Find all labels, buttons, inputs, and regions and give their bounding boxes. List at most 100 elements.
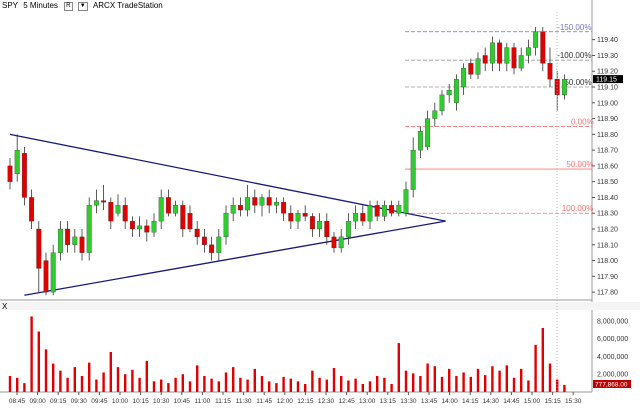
candle-up bbox=[561, 78, 567, 96]
time-tick-label: 11:45 bbox=[256, 398, 272, 405]
fib-level-label: -100.00% bbox=[557, 51, 591, 60]
r-badge[interactable]: R bbox=[64, 2, 73, 11]
candle-up bbox=[525, 47, 531, 56]
volume-bar bbox=[188, 381, 192, 392]
volume-bar bbox=[505, 365, 508, 392]
price-tick-label: 118.00 bbox=[597, 258, 618, 265]
candle-down bbox=[540, 31, 546, 64]
volume-bar bbox=[527, 380, 530, 392]
volume-bar bbox=[16, 377, 19, 392]
volume-bar bbox=[160, 379, 163, 392]
price-tick-label: 119.20 bbox=[597, 69, 618, 76]
volume-bar bbox=[368, 381, 372, 392]
candle-down bbox=[482, 55, 488, 64]
volume-bar bbox=[469, 376, 472, 392]
candle-up bbox=[518, 55, 524, 69]
volume-bar bbox=[174, 377, 177, 392]
price-tick-label: 119.00 bbox=[597, 100, 618, 107]
volume-bar bbox=[433, 366, 436, 392]
volume-bar bbox=[124, 374, 127, 392]
triangle-upper-line bbox=[9, 133, 446, 222]
volume-bar bbox=[340, 376, 343, 392]
volume-bar bbox=[23, 383, 26, 392]
volume-bar bbox=[224, 372, 228, 392]
candle-up bbox=[345, 220, 351, 238]
volume-bar bbox=[376, 376, 379, 392]
volume-bar bbox=[253, 368, 256, 392]
price-tick-label: 118.50 bbox=[597, 179, 618, 186]
volume-bar bbox=[37, 331, 40, 392]
candle-down bbox=[122, 205, 128, 222]
last-price-label: 119.15 bbox=[596, 77, 617, 84]
volume-bar bbox=[512, 377, 516, 392]
time-tick-label: 14:45 bbox=[503, 398, 520, 405]
volume-bar bbox=[217, 381, 220, 392]
candle-up bbox=[432, 110, 438, 119]
interval-label: 5 Minutes bbox=[23, 1, 58, 10]
volume-tick-label: 8,000,000 bbox=[597, 318, 628, 325]
volume-tick-label: 6,000,000 bbox=[597, 336, 628, 343]
candle-up bbox=[93, 200, 99, 206]
volume-bar bbox=[196, 365, 199, 392]
volume-bar bbox=[332, 368, 336, 392]
time-tick-label: 11:00 bbox=[195, 398, 211, 405]
time-tick-label: 12:15 bbox=[297, 398, 314, 405]
candle-down bbox=[201, 236, 207, 245]
candle-down bbox=[547, 63, 553, 80]
volume-bar bbox=[520, 368, 523, 392]
candle-down bbox=[360, 213, 366, 222]
volume-bar bbox=[412, 373, 415, 392]
candle-down bbox=[165, 197, 171, 214]
candle-up bbox=[295, 213, 301, 222]
volume-bar bbox=[304, 384, 307, 392]
dropdown-arrow-icon[interactable]: ▼ bbox=[77, 2, 88, 11]
candle-down bbox=[187, 213, 193, 230]
time-tick-label: 10:15 bbox=[132, 398, 149, 405]
candle-up bbox=[417, 131, 423, 151]
time-tick-label: 12:45 bbox=[338, 398, 355, 405]
candle-down bbox=[497, 42, 503, 64]
candle-up bbox=[72, 236, 78, 245]
volume-bar bbox=[260, 376, 264, 392]
volume-bar bbox=[404, 370, 408, 392]
time-tick-label: 09:45 bbox=[91, 398, 108, 405]
candle-down bbox=[511, 47, 517, 69]
time-tick-label: 11:30 bbox=[236, 398, 252, 405]
candle-up bbox=[158, 197, 164, 222]
time-tick-label: 12:30 bbox=[318, 398, 335, 405]
candle-up bbox=[453, 78, 459, 103]
volume-bar bbox=[462, 372, 465, 392]
candle-up bbox=[273, 202, 279, 206]
candle-down bbox=[389, 205, 395, 214]
volume-bar bbox=[66, 377, 69, 392]
volume-tick-label: 4,000,000 bbox=[597, 354, 628, 361]
time-tick-label: 09:00 bbox=[29, 398, 46, 405]
time-tick-label: 13:15 bbox=[380, 398, 397, 405]
volume-bar bbox=[232, 367, 235, 392]
volume-bar bbox=[455, 376, 458, 392]
last-volume-label: 777,868.00 bbox=[595, 382, 628, 389]
candle-up bbox=[57, 228, 63, 253]
volume-bar bbox=[311, 370, 314, 392]
volume-bar bbox=[484, 375, 487, 392]
candle-up bbox=[533, 31, 539, 48]
time-tick-label: 15:30 bbox=[565, 398, 582, 405]
volume-bar bbox=[354, 378, 357, 392]
volume-bar bbox=[556, 379, 559, 392]
price-tick-label: 118.60 bbox=[597, 163, 618, 170]
candle-down bbox=[288, 213, 294, 222]
volume-bar bbox=[361, 384, 364, 392]
candle-down bbox=[43, 260, 49, 293]
candle-up bbox=[396, 205, 402, 214]
volume-bar bbox=[239, 377, 242, 392]
price-tick-label: 118.70 bbox=[597, 148, 618, 155]
price-tick-label: 118.80 bbox=[597, 132, 618, 139]
volume-bar bbox=[109, 352, 112, 392]
fib-level-label: 0.00% bbox=[571, 117, 594, 126]
candle-up bbox=[367, 205, 373, 222]
candle-up bbox=[230, 205, 236, 214]
volume-bar bbox=[181, 374, 184, 392]
candle-up bbox=[410, 149, 416, 190]
candle-up bbox=[216, 236, 222, 253]
candle-up bbox=[50, 252, 56, 293]
